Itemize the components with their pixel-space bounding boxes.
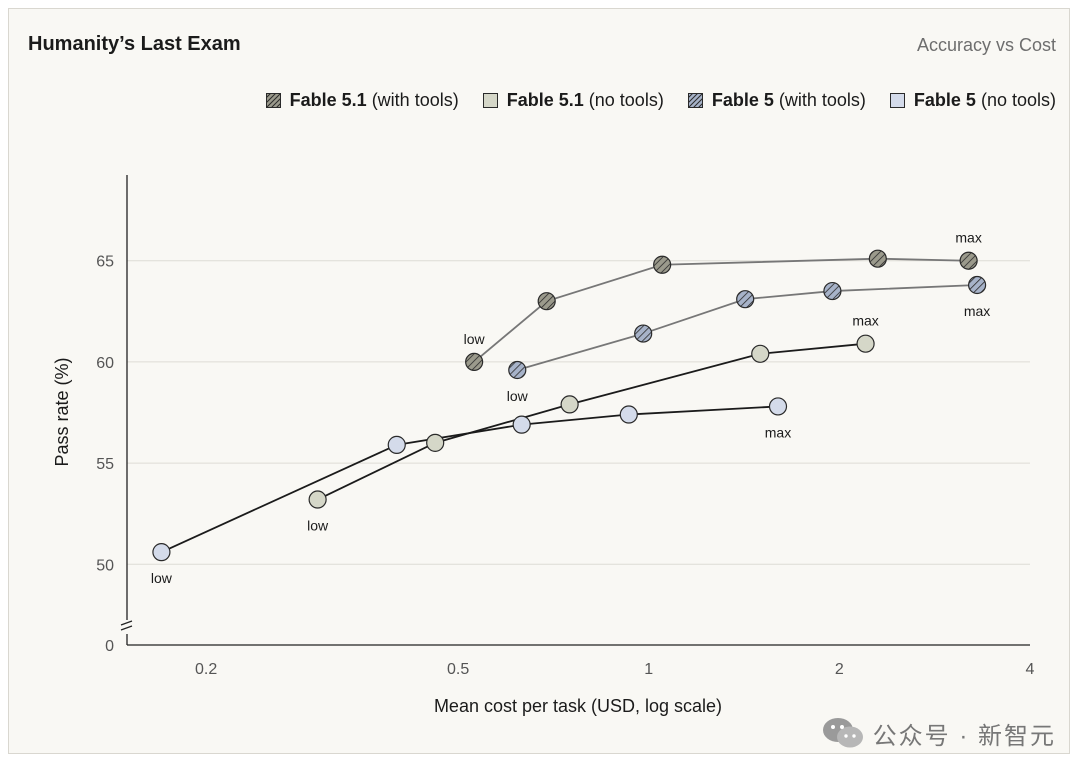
x-axis-label: Mean cost per task (USD, log scale)	[434, 696, 722, 716]
data-point-s1[interactable]	[959, 251, 978, 270]
chart-title: Humanity’s Last Exam	[28, 33, 241, 55]
data-point-s1[interactable]	[465, 352, 484, 372]
data-point-s4[interactable]	[768, 397, 788, 416]
legend-name: Fable 5	[711, 90, 774, 110]
data-point-s1[interactable]	[653, 255, 672, 274]
x-tick-label: 0.5	[447, 661, 469, 678]
series-line-s1	[473, 257, 969, 363]
point-annotation: max	[964, 303, 990, 319]
legend-qualifier: (no tools)	[980, 90, 1056, 110]
data-point-s3[interactable]	[823, 281, 842, 301]
legend-item-fable5-tools[interactable]: Fable 5 (with tools)	[687, 90, 866, 111]
wechat-icon	[822, 718, 863, 748]
legend-name: Fable 5	[913, 90, 976, 110]
x-tick-label: 0.2	[195, 661, 217, 678]
axis-break-icon	[120, 620, 133, 631]
y-tick-label: 55	[96, 456, 114, 473]
legend-item-fable51-tools[interactable]: Fable 5.1 (with tools)	[265, 90, 459, 111]
series-line-s2	[317, 342, 866, 501]
hatched-swatch-icon	[265, 93, 281, 108]
legend-qualifier: (with tools)	[778, 90, 866, 110]
y-tick-label: 50	[96, 557, 114, 574]
legend-name: Fable 5.1	[289, 90, 367, 110]
point-annotation: max	[765, 424, 791, 440]
data-point-s4[interactable]	[619, 405, 638, 424]
x-tick-label: 2	[835, 661, 844, 678]
watermark: 公众号 · 新智元	[821, 715, 1056, 751]
axis-break-gap	[121, 620, 133, 634]
x-tick-label: 4	[1026, 661, 1035, 678]
watermark-text: 公众号 · 新智元	[872, 722, 1056, 750]
x-tick-label: 1	[644, 661, 653, 678]
y-axis-label: Pass rate (%)	[52, 357, 72, 466]
data-point-s3[interactable]	[634, 324, 653, 343]
legend: Fable 5.1 (with tools) Fable 5.1 (no too…	[265, 90, 1056, 111]
data-point-s2[interactable]	[856, 334, 875, 353]
solid-swatch-icon	[889, 93, 905, 108]
chart-subtitle: Accuracy vs Cost	[916, 35, 1056, 55]
legend-item-fable5-notools[interactable]: Fable 5 (no tools)	[889, 90, 1056, 111]
data-point-s3[interactable]	[508, 360, 527, 380]
series-line-s4	[161, 405, 779, 553]
data-point-s2[interactable]	[751, 344, 770, 363]
point-annotation: low	[464, 331, 486, 347]
data-point-s3[interactable]	[967, 275, 987, 295]
legend-qualifier: (no tools)	[588, 90, 664, 110]
point-annotation: max	[852, 313, 878, 329]
chart-card	[8, 8, 1070, 754]
data-point-s1[interactable]	[868, 249, 887, 268]
legend-qualifier: (with tools)	[371, 90, 459, 110]
data-point-s3[interactable]	[736, 290, 755, 309]
solid-swatch-icon	[482, 93, 498, 108]
data-point-s4[interactable]	[152, 543, 171, 562]
point-annotation: low	[307, 518, 329, 534]
point-annotation: low	[151, 570, 173, 586]
data-point-s4[interactable]	[512, 415, 531, 434]
point-annotation: max	[955, 230, 981, 246]
data-point-s1[interactable]	[537, 292, 556, 311]
data-point-s4[interactable]	[387, 435, 406, 454]
y-tick-label: 60	[96, 355, 114, 372]
y-zero-label: 0	[105, 638, 114, 655]
data-point-s2[interactable]	[560, 395, 579, 414]
legend-item-fable51-notools[interactable]: Fable 5.1 (no tools)	[482, 90, 664, 111]
point-annotation: low	[507, 388, 529, 404]
hatched-swatch-icon	[687, 93, 703, 108]
data-point-s2[interactable]	[308, 490, 327, 509]
data-point-s2[interactable]	[426, 433, 445, 452]
y-tick-label: 65	[96, 254, 114, 271]
legend-name: Fable 5.1	[506, 90, 584, 110]
